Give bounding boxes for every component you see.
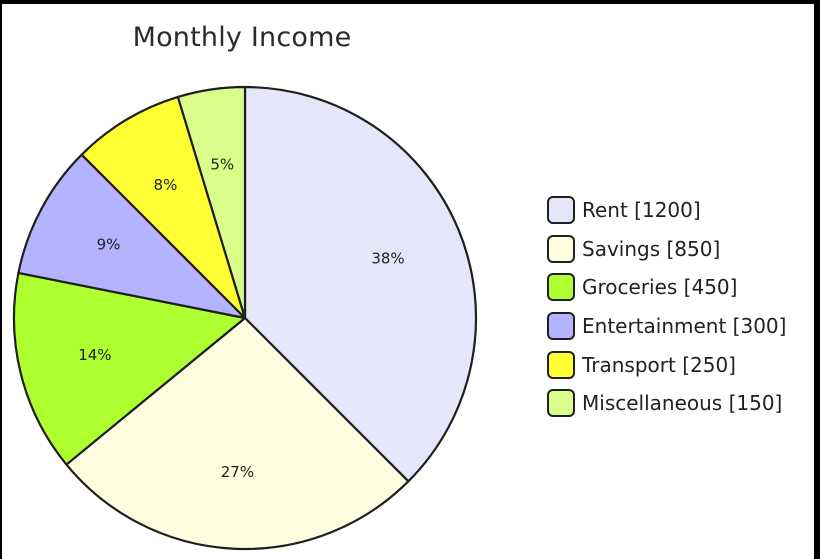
legend-item-savings: Savings [850]	[547, 230, 786, 269]
slice-percent-label: 5%	[210, 155, 234, 173]
slice-percent-label: 38%	[371, 249, 404, 267]
legend-label: Savings [850]	[582, 236, 721, 261]
pie-slice-rent	[243, 85, 478, 483]
legend-label: Rent [1200]	[582, 198, 701, 223]
slice-percent-label: 8%	[154, 176, 178, 194]
pie-slice-savings	[65, 316, 410, 551]
legend-label: Miscellaneous [150]	[582, 391, 783, 416]
legend-label: Groceries [450]	[582, 275, 738, 300]
pie-slice-groceries	[12, 271, 247, 466]
legend-swatch	[547, 312, 575, 341]
pie-slice-transport	[80, 95, 247, 320]
legend-swatch	[547, 273, 575, 302]
slice-percent-label: 27%	[221, 463, 254, 481]
slice-percent-label: 9%	[97, 236, 121, 254]
chart-title: Monthly Income	[132, 22, 352, 53]
legend-label: Transport [250]	[582, 352, 736, 377]
slice-percent-label: 14%	[78, 346, 111, 364]
legend-item-groceries: Groceries [450]	[547, 268, 786, 307]
chart-canvas: Monthly Income 38% 27% 14% 9% 8% 5% Rent [120…	[2, 4, 814, 559]
legend-swatch	[547, 196, 575, 225]
pie-slice-miscellaneous	[176, 85, 247, 320]
legend-swatch	[547, 389, 575, 418]
legend-item-entertainment: Entertainment [300]	[547, 307, 786, 346]
legend-swatch	[547, 350, 575, 379]
pie-chart: 38% 27% 14% 9% 8% 5%	[12, 85, 478, 551]
legend-label: Entertainment [300]	[582, 314, 787, 339]
legend-item-transport: Transport [250]	[547, 345, 786, 384]
legend-item-rent: Rent [1200]	[547, 191, 786, 230]
legend-item-miscellaneous: Miscellaneous [150]	[547, 384, 786, 423]
legend-swatch	[547, 234, 575, 263]
pie-slice-entertainment	[17, 153, 247, 320]
chart-legend: Rent [1200] Savings [850] Groceries [450] E…	[547, 191, 786, 423]
